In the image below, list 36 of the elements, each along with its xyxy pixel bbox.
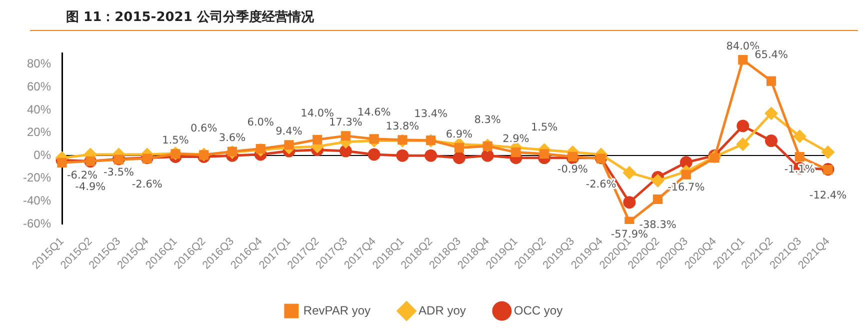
- data-label: 3.6%: [218, 132, 246, 144]
- data-label: 6.0%: [247, 116, 274, 128]
- data-label: -4.9%: [75, 180, 106, 193]
- data-label: -57.9%: [610, 228, 648, 240]
- data-label: 13.8%: [386, 120, 420, 133]
- data-label: -3.5%: [104, 166, 134, 178]
- y-tick-label: 80%: [26, 56, 52, 71]
- chart-title: 图 11：2015-2021 公司分季度经营情况: [30, 0, 858, 31]
- y-tick-label: 0%: [34, 148, 52, 162]
- y-tick-label: 20%: [26, 125, 52, 140]
- legend-label: ADR yoy: [418, 303, 466, 318]
- y-tick-label: 60%: [26, 80, 52, 94]
- data-label: 0.6%: [190, 122, 218, 135]
- data-label: 9.4%: [276, 126, 302, 138]
- data-label: 14.0%: [300, 107, 334, 120]
- data-label: 65.4%: [754, 48, 788, 61]
- data-label: 2.9%: [502, 133, 530, 146]
- data-label: 17.3%: [329, 116, 362, 129]
- data-label: -1.1%: [784, 164, 815, 176]
- y-tick-label: -40%: [23, 194, 52, 208]
- data-label: 6.9%: [446, 128, 473, 140]
- data-label: -6.2%: [67, 169, 98, 182]
- data-label: -38.3%: [639, 218, 676, 231]
- data-label: -0.9%: [557, 163, 588, 176]
- data-label: 1.5%: [530, 122, 558, 134]
- y-tick-label: -20%: [23, 170, 52, 185]
- data-label: 8.3%: [474, 114, 501, 126]
- data-label: 13.4%: [414, 108, 448, 120]
- data-label: -2.6%: [132, 178, 162, 190]
- legend-label: OCC yoy: [514, 303, 563, 318]
- y-tick-label: -60%: [23, 216, 52, 230]
- data-label: 14.6%: [357, 106, 391, 119]
- data-label: -12.4%: [809, 189, 847, 202]
- y-tick-label: 40%: [26, 102, 52, 116]
- legend-label: RevPAR yoy: [303, 303, 371, 318]
- data-label: 1.5%: [162, 134, 189, 147]
